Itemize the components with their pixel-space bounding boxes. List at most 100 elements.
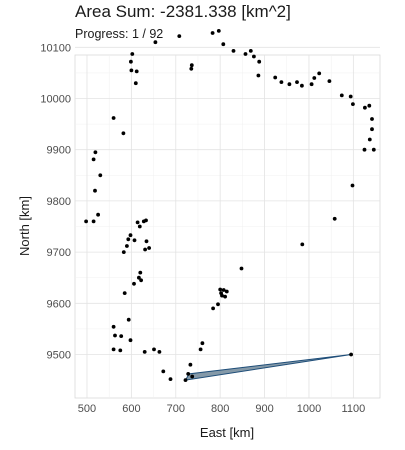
data-point [221,42,226,47]
data-point [121,250,126,255]
data-point [362,147,367,152]
data-point [198,347,203,352]
data-point [188,362,193,367]
data-point [224,289,229,294]
data-point [279,80,284,84]
x-axis-label: East [km] [200,425,254,440]
y-tick-label: 10100 [40,42,71,54]
y-tick-label: 9700 [47,247,71,259]
data-point [370,127,374,132]
data-point [239,266,244,271]
data-point [317,71,322,76]
data-point [111,324,116,329]
data-point [351,102,355,106]
data-point [223,294,228,299]
data-point [370,117,374,121]
data-point [142,350,147,354]
data-point [168,377,173,381]
data-point [243,52,248,56]
data-point [183,378,188,382]
data-point [218,287,223,292]
data-point [216,29,221,33]
data-point [177,34,182,38]
y-tick-label: 9500 [47,349,71,361]
data-point [133,81,138,86]
data-point [186,372,191,376]
data-point [153,40,158,45]
data-point [190,374,195,379]
x-tick-label: 1000 [297,403,321,415]
data-point [152,347,156,352]
data-point [125,244,129,248]
x-tick-label: 600 [122,403,140,415]
data-point [144,239,149,244]
data-point [111,116,116,120]
data-point [137,275,141,280]
grid-lines [75,46,380,398]
data-point [350,183,355,188]
x-tick-label: 700 [167,403,185,415]
data-point [132,281,136,286]
area-polygons [184,354,352,381]
y-tick-label: 9600 [47,298,71,310]
data-point [139,278,144,283]
data-point [135,220,140,225]
data-point [143,247,148,252]
data-point [257,59,262,64]
data-point [200,341,205,346]
data-point [147,246,152,250]
data-point [121,131,126,136]
y-tick-label: 10000 [40,94,71,106]
data-point [134,69,139,74]
data-point [128,233,133,238]
data-point [138,270,143,275]
data-point [91,219,96,224]
data-point [327,79,332,83]
data-point [91,157,96,162]
data-point [132,238,137,243]
data-point [144,218,148,223]
data-point [122,291,127,295]
data-point [367,103,372,108]
data-point [273,75,278,80]
data-point [312,76,317,80]
data-point [248,49,253,53]
data-point [216,302,220,307]
data-point [300,242,305,247]
data-point [256,73,261,78]
data-point [252,54,256,59]
data-point [157,350,162,354]
data-point [367,137,372,142]
chart-subtitle: Progress: 1 / 92 [75,27,164,41]
data-point [295,80,299,84]
data-point [220,293,224,298]
data-point [98,173,103,178]
data-point [137,224,142,229]
data-point [129,59,133,64]
data-point [189,66,194,71]
data-point [349,352,353,357]
data-points [84,29,376,382]
data-point [128,338,133,343]
data-point [126,317,131,322]
y-tick-label: 9900 [47,145,71,157]
data-point [211,306,216,311]
data-point [96,212,100,217]
data-point [231,49,236,53]
data-point [371,147,376,152]
x-tick-label: 1100 [342,403,366,415]
data-point [300,83,304,88]
y-tick-labels: 9500 9600 9700 9800 9900 10000 10100 [40,42,71,361]
data-point [189,63,194,68]
data-point [309,82,314,87]
data-point [130,52,135,56]
data-point [111,347,116,352]
x-tick-label: 500 [78,403,96,415]
data-point [221,288,226,292]
data-point [210,31,215,35]
data-point [161,369,166,374]
x-tick-labels: 500 600 700 800 900 1000 1100 [78,403,365,415]
data-point [118,348,123,353]
data-point [129,68,134,73]
data-point [93,150,98,155]
